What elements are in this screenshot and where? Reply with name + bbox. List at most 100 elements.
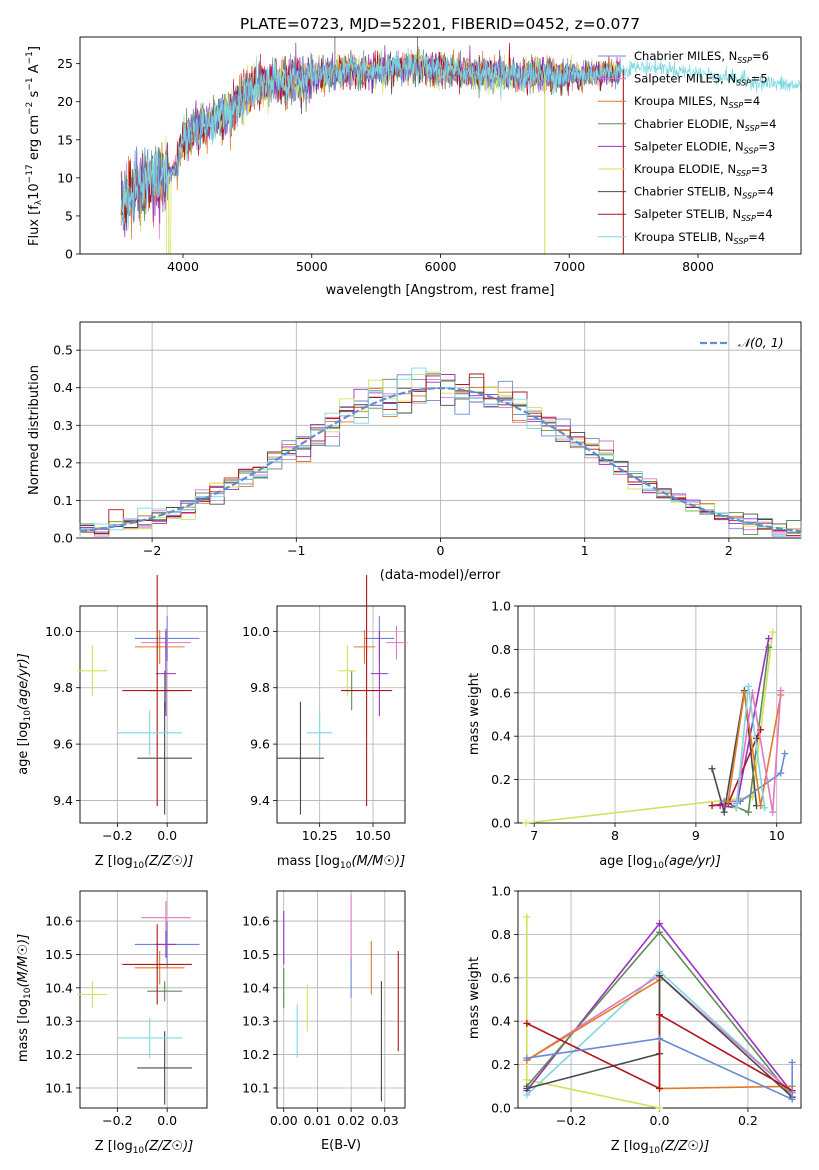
weights-vs-age-ytick-label: 0.8 xyxy=(491,642,511,657)
spectrum-xlabel: wavelength [Angstrom, rest frame] xyxy=(326,283,555,298)
figure-title: PLATE=0723, MJD=52201, FIBERID=0452, z=0… xyxy=(240,15,640,33)
residuals-ylabel: Normed distribution xyxy=(27,365,42,495)
mass-vs-ebv-xtick-label: 0.03 xyxy=(371,1113,399,1128)
mass-vs-ebv-xtick-label: 0.00 xyxy=(270,1113,298,1128)
weights-vs-age-panel: 7 8 9 10 0.0 0.2 0.4 0.6 0.8 1.0 age [log10(age/y… xyxy=(467,599,802,871)
spectrum-ytick-label: 10 xyxy=(57,170,73,185)
legend-label-main: Kroupa MILES, N xyxy=(634,94,729,108)
legend-label-sub: SSP xyxy=(736,79,751,88)
residuals-xlabel: (data-model)/error xyxy=(380,568,501,583)
legend-label-sub: SSP xyxy=(742,192,757,201)
weights-vs-age-line-kroupa_elodie xyxy=(526,631,774,823)
mass-vs-ebv-ytick-label: 10.4 xyxy=(242,980,270,995)
legend-label-salpeter_miles: Salpeter MILES, NSSP=5 xyxy=(634,72,768,88)
mass-vs-metallicity-panel: −0.2 0.0 10.1 10.2 10.3 10.4 10.5 10.6 Z [log10… xyxy=(16,890,208,1156)
age-vs-metallicity-xtick-label: 0.0 xyxy=(157,828,177,843)
legend-label-main: Salpeter MILES, N xyxy=(634,72,736,86)
residuals-ytick-label: 0.4 xyxy=(53,380,73,395)
mass-vs-metallicity-axes: −0.2 0.0 10.1 10.2 10.3 10.4 10.5 10.6 xyxy=(45,890,208,1128)
spectrum-ytick-label: 25 xyxy=(57,56,73,71)
age-vs-mass-ytick-label: 10.0 xyxy=(242,624,270,639)
legend-label-chabrier_miles: Chabrier MILES, NSSP=6 xyxy=(634,49,769,65)
mass-vs-metallicity-frame xyxy=(79,890,208,1109)
spectrum-ytick-label: 0 xyxy=(65,247,73,262)
weights-vs-metallicity-xtick-label: −0.2 xyxy=(556,1113,586,1128)
age-vs-metallicity-axes: −0.2 0.0 9.4 9.6 9.8 10.0 xyxy=(45,605,208,843)
weights-vs-age-xtick-label: 7 xyxy=(530,828,538,843)
spectrum-line-chabrier_miles xyxy=(120,49,622,231)
age-vs-mass-xlabel: mass [log10(M/M☉)] xyxy=(277,854,405,871)
legend-label-sub: SSP xyxy=(744,146,759,155)
legend-label-main: Chabrier ELODIE, N xyxy=(634,117,745,131)
weights-vs-age-ytick-label: 0.4 xyxy=(491,729,511,744)
legend-label-main: Salpeter ELODIE, N xyxy=(634,139,744,153)
residuals-ytick-label: 0.1 xyxy=(53,493,73,508)
weights-vs-age-ylabel: mass weight xyxy=(467,673,482,755)
spectrum-ytick-label: 15 xyxy=(57,132,73,147)
mass-vs-ebv-xlabel: E(B-V) xyxy=(321,1138,361,1153)
age-vs-metallicity-errorbars xyxy=(77,575,200,815)
weights-vs-metallicity-lines xyxy=(523,913,796,1112)
spectrum-ytick-label: 20 xyxy=(57,94,73,109)
age-vs-metallicity-xlabel: Z [log10(Z/Z☉)] xyxy=(95,854,193,871)
legend-label-sub: SSP xyxy=(729,101,744,110)
mass-vs-metallicity-ytick-label: 10.6 xyxy=(45,914,73,929)
weights-vs-metallicity-ytick-label: 0.0 xyxy=(491,1101,511,1116)
weights-vs-age-ytick-label: 1.0 xyxy=(491,599,511,614)
residuals-ytick-label: 0.0 xyxy=(53,531,73,546)
weights-vs-age-xtick-label: 9 xyxy=(692,828,700,843)
legend-label-main: Kroupa ELODIE, N xyxy=(634,162,736,176)
weights-vs-metallicity-ytick-label: 0.4 xyxy=(491,1014,511,1029)
weights-vs-metallicity-xtick-label: 0.2 xyxy=(738,1113,758,1128)
legend-label-sub: SSP xyxy=(736,169,751,178)
mass-vs-ebv-ytick-label: 10.1 xyxy=(242,1080,270,1095)
weights-vs-age-xtick-label: 10 xyxy=(769,828,785,843)
mass-vs-ebv-ytick-label: 10.5 xyxy=(242,947,270,962)
age-vs-mass-panel: 10.25 10.50 9.4 9.6 9.8 10.0 mass [log10(M/M☉… xyxy=(242,575,408,871)
residuals-panel: −2 −1 0 1 2 0.0 0.1 0.2 0.3 0.4 0.5 𝒩(0, 1) (data-… xyxy=(27,321,802,583)
weights-vs-metallicity-ytick-label: 1.0 xyxy=(491,884,511,899)
mass-vs-metallicity-ylabel: mass [log10(M/M☉)] xyxy=(16,934,33,1062)
spectrum-frame xyxy=(79,36,802,255)
mass-vs-metallicity-xtick-label: 0.0 xyxy=(157,1113,177,1128)
weights-vs-age-ytick-label: 0.6 xyxy=(491,685,511,700)
spectrum-line-kroupa_stelib xyxy=(120,47,801,231)
weights-vs-metallicity-ytick-label: 0.6 xyxy=(491,970,511,985)
weights-vs-age-xlabel: age [log10(age/yr)] xyxy=(599,854,721,871)
mass-vs-ebv-xtick-label: 0.01 xyxy=(303,1113,331,1128)
age-vs-mass-ytick-label: 9.4 xyxy=(250,793,270,808)
legend-label-sub: SSP xyxy=(734,237,749,246)
residuals-xtick-label: 1 xyxy=(581,543,589,558)
age-vs-metallicity-ytick-label: 9.4 xyxy=(53,793,73,808)
age-vs-metallicity-frame xyxy=(79,605,208,824)
mass-vs-metallicity-errorbars xyxy=(77,901,200,1105)
residuals-xtick-label: 0 xyxy=(437,543,445,558)
age-vs-mass-errorbars xyxy=(277,575,408,815)
residuals-ytick-label: 0.2 xyxy=(53,455,73,470)
mass-vs-ebv-xtick-label: 0.02 xyxy=(337,1113,365,1128)
legend-label-sub: SSP xyxy=(737,56,752,65)
mass-vs-ebv-ytick-label: 10.3 xyxy=(242,1014,270,1029)
weights-vs-age-line-kroupa_miles xyxy=(727,692,782,806)
weights-vs-metallicity-line-salpeter_stelib xyxy=(526,1013,793,1092)
residuals-frame xyxy=(79,321,802,539)
age-vs-mass-xtick-label: 10.50 xyxy=(355,828,391,843)
weights-vs-metallicity-xtick-label: 0.0 xyxy=(650,1113,670,1128)
residuals-ytick-label: 0.5 xyxy=(53,343,73,358)
age-vs-mass-frame xyxy=(276,605,406,824)
spectrum-xtick-label: 8000 xyxy=(682,259,714,274)
age-vs-mass-ytick-label: 9.6 xyxy=(250,737,270,752)
spectrum-lines xyxy=(120,37,801,254)
mass-vs-ebv-ytick-label: 10.6 xyxy=(242,914,270,929)
mass-vs-ebv-axes: 0.00 0.01 0.02 0.03 10.1 10.2 10.3 10.4 10.5 10.6 xyxy=(242,890,406,1128)
residuals-normal-curve xyxy=(79,386,802,533)
spectrum-xtick-label: 6000 xyxy=(425,259,457,274)
mass-vs-metallicity-ytick-label: 10.5 xyxy=(45,947,73,962)
weights-vs-age-lines xyxy=(522,628,789,827)
residuals-axes: −2 −1 0 1 2 0.0 0.1 0.2 0.3 0.4 0.5 xyxy=(53,321,802,558)
weights-vs-metallicity-xlabel: Z [log10(Z/Z☉)] xyxy=(611,1139,709,1156)
mass-vs-ebv-errorbars xyxy=(283,894,399,1102)
legend-label-kroupa_stelib: Kroupa STELIB, NSSP=4 xyxy=(634,230,765,246)
